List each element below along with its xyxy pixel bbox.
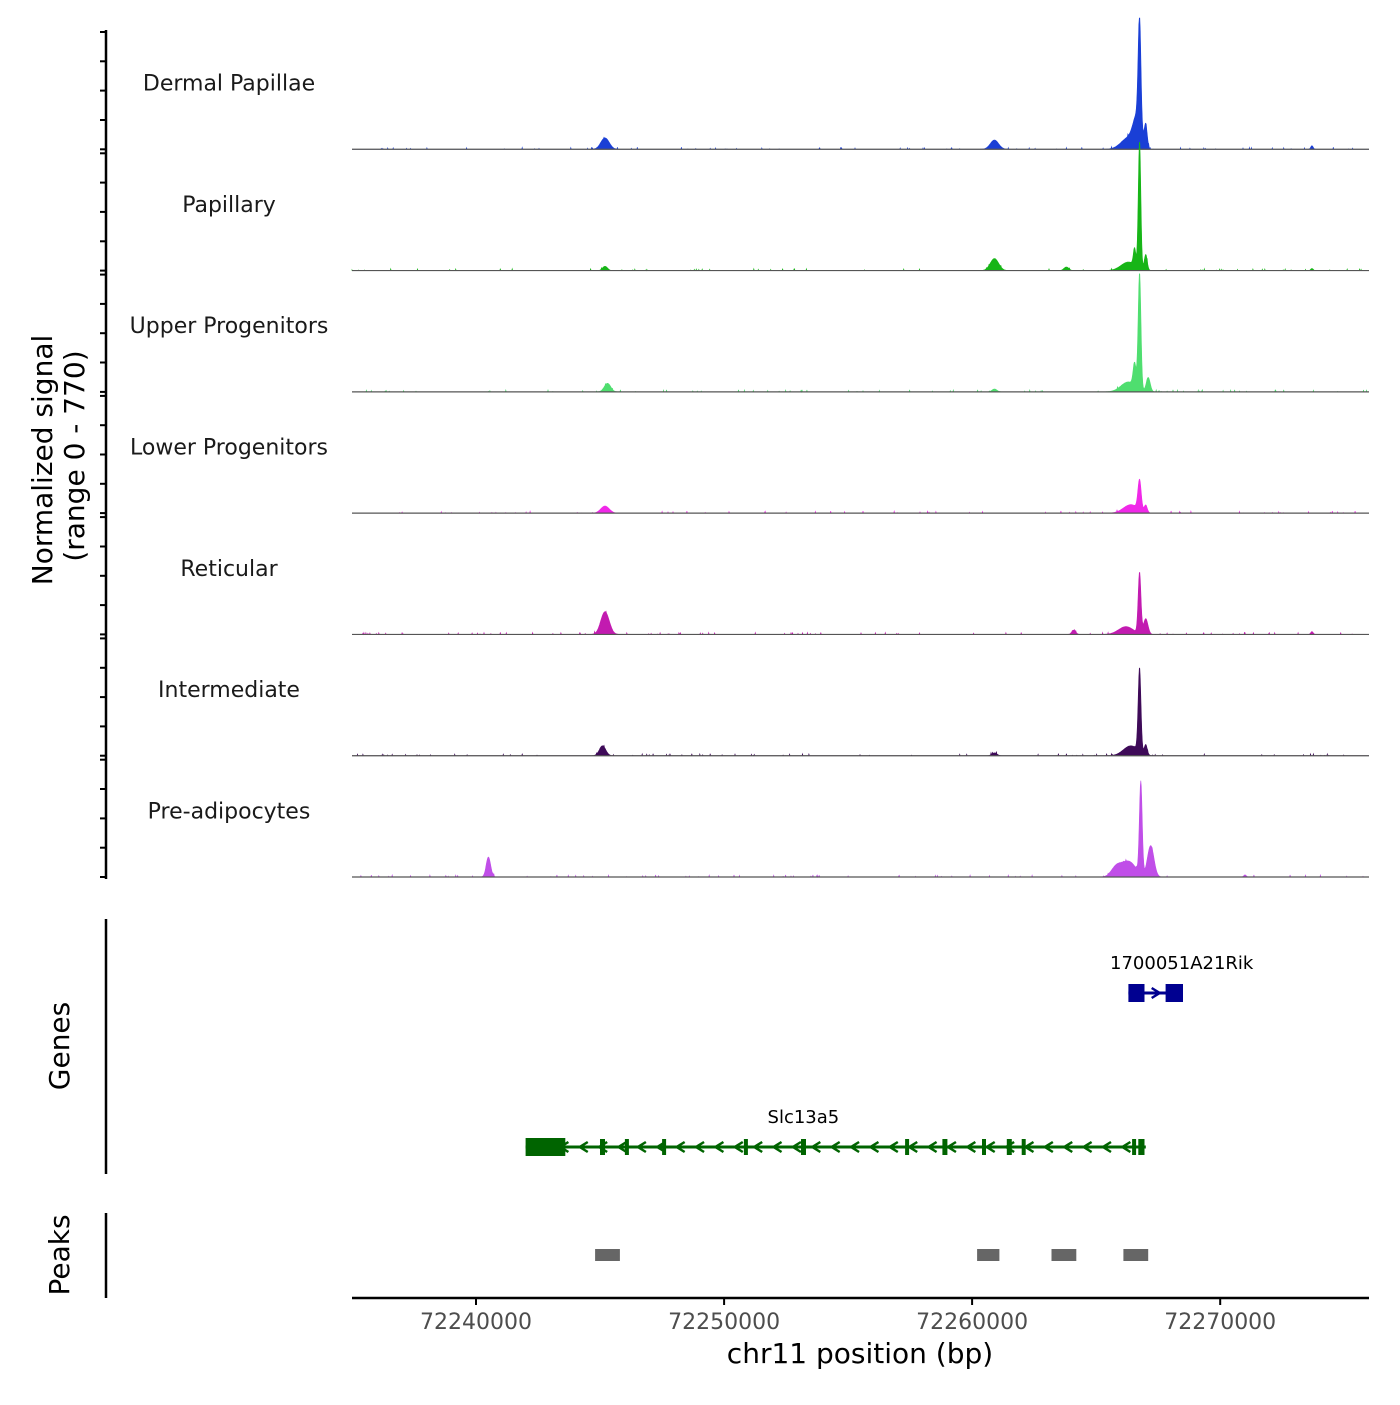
strand-arrow [926,1140,938,1154]
track-pre-adipocytes: Pre-adipocytes [148,780,1369,878]
track-label: Dermal Papillae [143,72,315,97]
x-tick-label: 72250000 [668,1310,780,1335]
strand-arrow [887,1140,899,1154]
gene-exon [982,1139,986,1155]
coverage-y-axis-ticks [100,31,106,878]
track-papillary: Papillary [182,141,1369,272]
strand-arrow [848,1140,860,1154]
gene-exon [942,1139,948,1155]
track-label: Upper Progenitors [130,314,329,339]
strand-arrow [964,1140,977,1154]
track-lower-progenitors: Lower Progenitors [130,436,1369,514]
coverage-area-dermal-papillae [352,17,1369,150]
peak-region [1123,1249,1149,1261]
strand-arrow [829,1140,841,1154]
peak-region [1051,1249,1077,1261]
strand-arrow [674,1140,686,1154]
strand-arrow [1042,1140,1054,1154]
track-upper-progenitors: Upper Progenitors [130,273,1369,393]
gene-slc13a5: Slc13a5 [525,1107,1146,1156]
coverage-area-papillary [351,141,1369,272]
track-reticular: Reticular [180,557,1369,636]
strand-arrow [809,1140,821,1154]
track-label: Intermediate [158,678,300,703]
peak-region [595,1249,620,1261]
strand-arrow [790,1140,802,1154]
gene-exon [1132,1139,1137,1155]
strand-arrow [577,1140,589,1154]
gene-exon [1128,984,1145,1002]
x-tick-label: 72270000 [1164,1310,1276,1335]
genes-panel-title: Genes [43,1002,76,1090]
track-intermediate: Intermediate [158,667,1369,757]
track-label: Papillary [182,193,276,218]
peaks-panel-title: Peaks [43,1214,76,1295]
strand-arrow [1061,1140,1073,1154]
strand-arrow [868,1140,880,1154]
gene-exon [600,1139,605,1155]
coverage-area-lower-progenitors [352,478,1369,514]
gene-annotations: 1700051A21Rik Slc13a5 [525,953,1254,1156]
x-tick-label: 72240000 [420,1310,532,1335]
gene-exon [1006,1139,1012,1155]
coverage-tracks: Dermal Papillae Papillary Upper Progenitor… [130,17,1369,878]
x-axis-title: chr11 position (bp) [727,1337,993,1370]
strand-arrow [771,1140,783,1154]
track-dermal-papillae: Dermal Papillae [143,17,1369,150]
track-label: Pre-adipocytes [148,799,311,824]
gene-exon [662,1139,667,1155]
gene-exon [743,1139,748,1155]
x-tick-label: 72260000 [916,1310,1028,1335]
gene-1700051a21rik: 1700051A21Rik [1110,953,1254,1002]
gene-exon [905,1139,910,1155]
strand-arrow [732,1140,744,1154]
strand-arrow [945,1140,957,1154]
coverage-area-intermediate [352,667,1369,757]
track-label: Reticular [180,557,278,582]
y-axis-title-line1: Normalized signal [26,335,59,586]
track-label: Lower Progenitors [130,436,328,461]
strand-arrow [616,1140,628,1154]
gene-exon [1021,1139,1026,1155]
gene-label: Slc13a5 [768,1107,840,1128]
gene-exon [1165,984,1183,1002]
coverage-area-upper-progenitors [352,273,1369,393]
strand-arrow [1100,1140,1112,1154]
strand-arrow [984,1140,996,1154]
gene-exon [801,1139,806,1155]
gene-exon [525,1138,566,1156]
strand-arrow [693,1140,705,1154]
strand-arrow [635,1140,647,1154]
strand-arrow [751,1140,763,1154]
gene-label: 1700051A21Rik [1110,953,1254,974]
peak-regions [595,1249,1149,1261]
strand-arrow [906,1140,918,1154]
gene-exon [624,1139,629,1155]
strand-arrow [713,1140,725,1154]
strand-arrow [1081,1140,1093,1154]
strand-arrow [1151,986,1163,1000]
coverage-area-reticular [352,572,1369,636]
x-axis-ticks: 72240000 72250000 72260000 72270000 [420,1298,1276,1335]
strand-arrow [1120,1140,1132,1154]
coverage-area-pre-adipocytes [352,780,1369,878]
peak-region [977,1249,1000,1261]
gene-exon [1138,1139,1145,1155]
y-axis-title-line2: (range 0 - 770) [58,350,91,561]
